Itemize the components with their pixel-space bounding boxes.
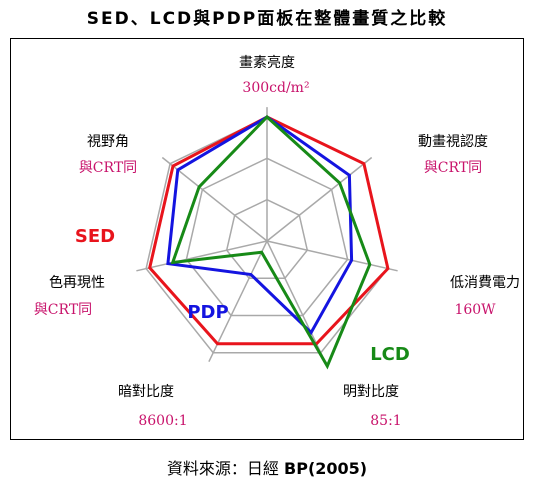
- grid-spoke-7: [161, 156, 268, 242]
- axis-reference-1: 300cd/m²: [242, 80, 309, 96]
- axis-label-7: 視野角: [87, 134, 129, 150]
- axis-reference-5: 8600:1: [138, 413, 187, 429]
- source-note: 資料來源：日經 BP(2005): [0, 455, 534, 479]
- grid-ring-1: [225, 198, 309, 279]
- chart-frame: [10, 38, 524, 440]
- grid-spoke-4: [266, 240, 326, 363]
- grid-spoke-2: [266, 156, 373, 242]
- series-line-sed: [148, 115, 390, 346]
- legend-label-pdp: PDP: [187, 302, 228, 323]
- grid-spoke-5: [208, 240, 268, 363]
- radar-grid: [136, 107, 398, 363]
- legend-label-sed: SED: [75, 226, 115, 247]
- axis-label-6: 色再現性: [49, 274, 105, 291]
- axis-label-4: 明對比度: [343, 384, 399, 400]
- radar-labels: 畫素亮度300cd/m²動畫視認度與CRT同低消費電力160W明對比度85:1暗…: [34, 54, 520, 429]
- grid-spoke-3: [266, 240, 398, 272]
- axis-label-3: 低消費電力: [450, 275, 520, 291]
- source-publisher: BP(2005): [284, 459, 368, 478]
- chart-title: SED、LCD與PDP面板在整體畫質之比較: [86, 9, 448, 29]
- axis-label-5: 暗對比度: [118, 384, 174, 400]
- axis-label-2: 動畫視認度: [418, 134, 488, 150]
- grid-ring-2: [185, 157, 349, 317]
- axis-reference-4: 85:1: [370, 413, 401, 429]
- radar-legend: SED PDP LCD: [75, 226, 410, 365]
- radar-series: [148, 114, 390, 370]
- series-line-pdp: [166, 115, 354, 336]
- axis-label-1: 畫素亮度: [239, 54, 295, 71]
- axis-reference-6: 與CRT同: [34, 302, 92, 318]
- axis-reference-2: 與CRT同: [424, 160, 482, 176]
- axis-reference-3: 160W: [454, 302, 496, 318]
- radar-chart: 畫素亮度300cd/m²動畫視認度與CRT同低消費電力160W明對比度85:1暗…: [34, 54, 520, 429]
- axis-reference-7: 與CRT同: [79, 160, 137, 176]
- legend-label-lcd: LCD: [370, 344, 410, 365]
- source-label: 資料來源：日經: [166, 459, 279, 478]
- grid-spoke-6: [136, 240, 268, 272]
- series-line-lcd: [170, 114, 372, 370]
